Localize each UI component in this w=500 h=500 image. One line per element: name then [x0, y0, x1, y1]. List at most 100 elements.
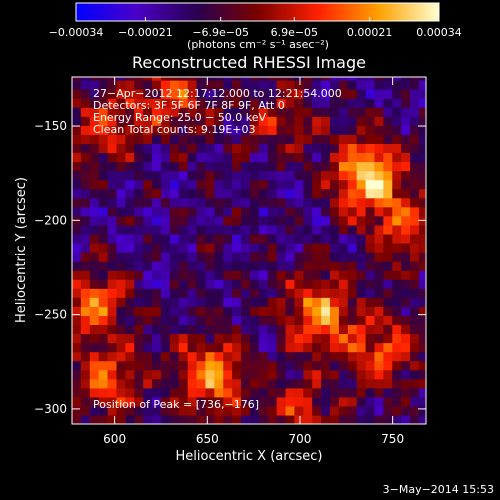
heatmap-cell	[214, 98, 224, 108]
heatmap-cell	[267, 152, 278, 163]
heatmap-cell	[178, 116, 189, 126]
heatmap-cell	[80, 369, 91, 380]
heatmap-cell	[401, 206, 411, 217]
heatmap-cell	[134, 324, 144, 335]
heatmap-cell	[418, 77, 426, 81]
heatmap-cell	[285, 396, 296, 407]
heatmap-cell	[374, 270, 384, 280]
heatmap-cell	[223, 252, 233, 262]
heatmap-cell	[258, 270, 269, 280]
heatmap-cell	[267, 161, 278, 172]
heatmap-cell	[258, 351, 269, 362]
heatmap-cell	[392, 89, 402, 99]
heatmap-cell	[276, 261, 287, 271]
heatmap-cell	[72, 342, 82, 353]
heatmap-cell	[205, 98, 215, 108]
heatmap-cell	[365, 270, 376, 280]
heatmap-cell	[223, 134, 233, 144]
heatmap-cell	[152, 387, 162, 398]
heatmap-cell	[401, 297, 411, 307]
heatmap-cell	[347, 116, 358, 126]
heatmap-cell	[356, 206, 367, 217]
heatmap-cell	[321, 324, 331, 335]
heatmap-cell	[134, 351, 144, 362]
heatmap-cell	[312, 89, 322, 99]
heatmap-cell	[187, 270, 198, 280]
heatmap-cell	[285, 143, 296, 154]
heatmap-cell	[401, 224, 411, 235]
heatmap-cell	[285, 288, 296, 298]
heatmap-cell	[410, 224, 420, 235]
heatmap-cell	[392, 116, 402, 126]
heatmap-cell	[214, 342, 224, 353]
heatmap-cell	[89, 197, 100, 208]
heatmap-cell	[365, 242, 376, 253]
heatmap-cell	[401, 197, 411, 208]
heatmap-cell	[107, 306, 118, 316]
heatmap-cell	[187, 324, 198, 335]
heatmap-cell	[276, 134, 287, 144]
heatmap-cell	[223, 414, 233, 424]
heatmap-cell	[160, 170, 171, 181]
heatmap-cell	[347, 179, 358, 190]
heatmap-cell	[223, 351, 233, 362]
heatmap-cell	[160, 161, 171, 172]
heatmap-cell	[347, 125, 358, 135]
heatmap-cell	[107, 279, 118, 289]
heatmap-cell	[143, 387, 153, 398]
heatmap-cell	[401, 116, 411, 126]
heatmap-cell	[338, 89, 349, 99]
heatmap-cell	[356, 134, 367, 144]
heatmap-cell	[249, 125, 260, 135]
heatmap-cell	[134, 315, 144, 326]
heatmap-cell	[285, 324, 296, 335]
heatmap-cell	[143, 279, 153, 289]
heatmap-cell	[303, 143, 313, 154]
heatmap-cell	[347, 170, 358, 181]
heatmap-cell	[285, 333, 296, 344]
heatmap-cell	[125, 297, 135, 307]
heatmap-cell	[214, 89, 224, 99]
heatmap-cell	[223, 77, 233, 81]
heatmap-cell	[392, 224, 402, 235]
heatmap-cell	[365, 116, 376, 126]
heatmap-cell	[383, 378, 393, 389]
heatmap-cell	[276, 324, 287, 335]
heatmap-cell	[285, 125, 296, 135]
heatmap-image	[72, 77, 426, 424]
heatmap-cell	[125, 107, 135, 117]
heatmap-cell	[383, 351, 393, 362]
heatmap-cell	[365, 188, 376, 199]
heatmap-cell	[223, 288, 233, 298]
heatmap-cell	[418, 134, 426, 144]
heatmap-cell	[338, 396, 349, 407]
heatmap-cell	[392, 396, 402, 407]
heatmap-cell	[241, 369, 251, 380]
heatmap-cell	[365, 396, 376, 407]
heatmap-cell	[383, 89, 393, 99]
heatmap-cell	[267, 206, 278, 217]
heatmap-cell	[418, 360, 426, 371]
heatmap-cell	[294, 242, 304, 253]
heatmap-cell	[125, 98, 135, 108]
heatmap-cell	[276, 351, 287, 362]
heatmap-cell	[347, 414, 358, 424]
heatmap-cell	[418, 143, 426, 154]
heatmap-cell	[80, 107, 91, 117]
heatmap-cell	[338, 270, 349, 280]
heatmap-cell	[294, 252, 304, 262]
heatmap-cell	[249, 252, 260, 262]
heatmap-cell	[365, 80, 376, 90]
heatmap-cell	[98, 134, 109, 144]
heatmap-cell	[258, 252, 269, 262]
heatmap-cell	[107, 89, 118, 99]
heatmap-cell	[294, 324, 304, 335]
heatmap-cell	[285, 98, 296, 108]
heatmap-cell	[258, 179, 269, 190]
heatmap-cell	[116, 134, 126, 144]
heatmap-cell	[356, 396, 367, 407]
heatmap-cell	[169, 378, 180, 389]
heatmap-cell	[321, 333, 331, 344]
heatmap-cell	[80, 261, 91, 271]
heatmap-cell	[303, 215, 313, 226]
